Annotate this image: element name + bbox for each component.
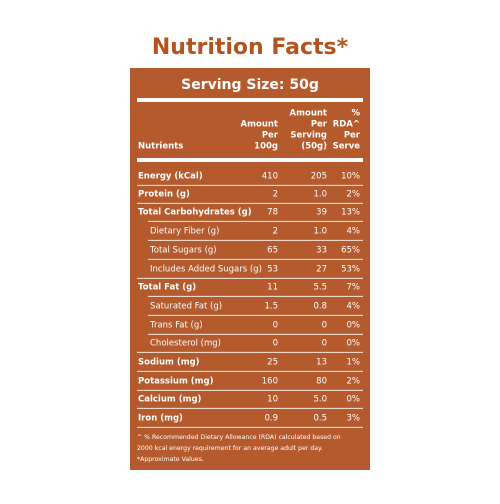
nutrient-value: 10% — [341, 172, 360, 182]
nutrient-value: 5.5 — [313, 283, 327, 293]
nutrient-value: 39 — [316, 208, 327, 218]
nutrient-label: Saturated Fat (g) — [150, 302, 222, 312]
nutrient-label: Total Sugars (g) — [149, 246, 217, 256]
nutrient-label: Sodium (mg) — [138, 358, 200, 368]
nutrient-label: Calcium (mg) — [138, 395, 202, 405]
nutrient-value: 65 — [267, 246, 278, 256]
nutrient-label: Includes Added Sugars (g) — [150, 265, 262, 275]
header-cell: Per — [262, 131, 279, 141]
nutrient-value: 4% — [347, 302, 361, 312]
nutrient-value: 0 — [322, 339, 327, 349]
nutrient-value: 33 — [316, 246, 327, 256]
header-cell: Serving — [290, 131, 327, 141]
nutrient-value: 1.0 — [313, 227, 327, 237]
footnote: ^ % Recommended Dietary Allowance (RDA) … — [137, 434, 341, 441]
nutrient-value: 0.8 — [313, 302, 327, 312]
nutrient-value: 1.0 — [313, 190, 327, 200]
nutrient-label: Iron (mg) — [138, 414, 183, 424]
nutrient-value: 205 — [311, 172, 327, 182]
nutrient-label: Total Carbohydrates (g) — [138, 208, 252, 218]
nutrient-label: Protein (g) — [138, 190, 190, 200]
nutrient-value: 1.5 — [264, 302, 278, 312]
header-cell: Per — [311, 120, 328, 130]
nutrient-value: 2% — [347, 377, 361, 387]
panel — [130, 68, 370, 470]
nutrient-label: Potassium (mg) — [138, 377, 214, 387]
nutrient-value: 53% — [341, 265, 360, 275]
nutrient-value: 78 — [267, 208, 278, 218]
footnote: 2000 kcal energy requirement for an aver… — [137, 445, 323, 452]
nutrient-value: 5.0 — [313, 395, 327, 405]
header-cell: Nutrients — [138, 142, 183, 152]
nutrient-label: Trans Fat (g) — [149, 321, 203, 331]
nutrient-value: 11 — [267, 283, 278, 293]
nutrient-value: 0 — [322, 321, 327, 331]
nutrient-value: 1% — [347, 358, 361, 368]
header-cell: Amount — [241, 120, 278, 130]
nutrient-value: 10 — [267, 395, 278, 405]
nutrient-value: 2 — [273, 190, 278, 200]
serving-size: Serving Size: 50g — [181, 77, 319, 93]
nutrient-label: Dietary Fiber (g) — [150, 227, 219, 237]
header-cell: % — [351, 109, 360, 119]
title: Nutrition Facts* — [152, 35, 349, 60]
nutrient-value: 80 — [316, 377, 327, 387]
nutrient-label: Energy (kCal) — [138, 172, 203, 182]
nutrient-value: 53 — [267, 265, 278, 275]
nutrient-value: 13% — [341, 208, 360, 218]
nutrient-value: 2% — [347, 190, 361, 200]
nutrient-value: 410 — [262, 172, 278, 182]
header-cell: RDA^ — [333, 120, 360, 130]
nutrient-value: 7% — [347, 283, 361, 293]
nutrient-value: 65% — [341, 246, 360, 256]
nutrient-value: 3% — [347, 414, 361, 424]
nutrient-value: 0% — [347, 395, 361, 405]
nutrient-value: 4% — [347, 227, 361, 237]
nutrient-value: 13 — [316, 358, 327, 368]
nutrient-value: 160 — [262, 377, 278, 387]
nutrient-value: 0.9 — [264, 414, 278, 424]
header-cell: Per — [344, 131, 361, 141]
nutrient-label: Total Fat (g) — [138, 283, 196, 293]
nutrient-value: 0 — [273, 339, 278, 349]
header-cell: Serve — [333, 142, 361, 152]
footnote: *Approximate Values. — [137, 456, 204, 463]
nutrient-label: Cholesterol (mg) — [150, 339, 221, 349]
header-cell: (50g) — [301, 142, 327, 152]
nutrient-value: 0 — [273, 321, 278, 331]
nutrient-value: 0.5 — [313, 414, 327, 424]
header-cell: Amount — [290, 109, 327, 119]
nutrient-value: 0% — [347, 321, 361, 331]
header-cell: 100g — [254, 142, 278, 152]
nutrient-value: 2 — [273, 227, 278, 237]
nutrient-value: 0% — [347, 339, 361, 349]
nutrient-value: 27 — [316, 265, 327, 275]
nutrient-value: 25 — [267, 358, 278, 368]
